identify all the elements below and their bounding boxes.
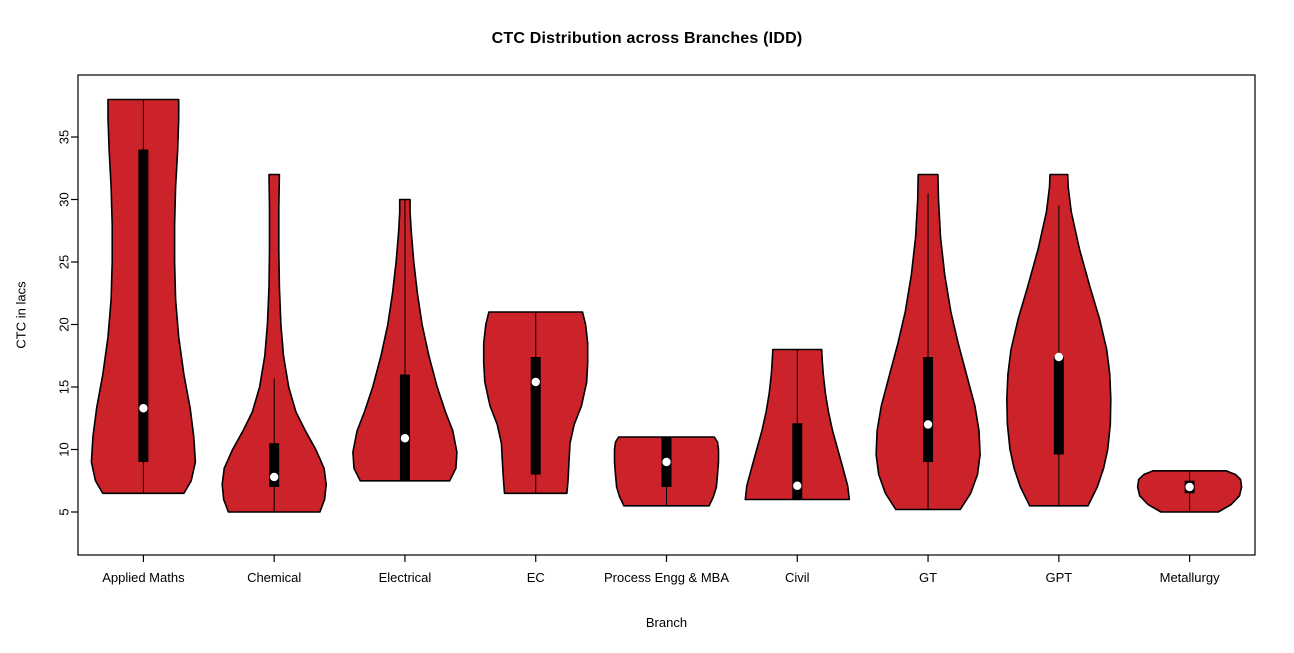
plot-frame: [71, 74, 1256, 562]
x-axis-category-label: Process Engg & MBA: [604, 570, 729, 585]
median-marker: [531, 377, 540, 387]
median-marker: [269, 472, 279, 482]
violin-applied-maths[interactable]: [90, 98, 197, 495]
x-axis-category-label: Applied Maths: [102, 570, 185, 585]
y-axis-title: CTC in lacs: [13, 281, 28, 349]
iqr-box: [530, 357, 541, 475]
x-axis-category-label: Civil: [785, 570, 810, 585]
iqr-box: [1053, 357, 1064, 455]
violin-ec[interactable]: [482, 311, 589, 495]
x-axis-category-label: EC: [527, 570, 545, 585]
violin-chemical[interactable]: [221, 173, 328, 513]
median-marker: [923, 420, 933, 429]
x-axis-title: Branch: [646, 615, 687, 630]
violin-gt[interactable]: [875, 173, 981, 511]
x-axis-category-label: Chemical: [247, 570, 301, 585]
median-marker: [1054, 352, 1064, 362]
violin-metallurgy[interactable]: [1136, 469, 1243, 513]
y-axis-tick-label: 25: [56, 255, 71, 269]
violins-layer: [90, 98, 1243, 513]
iqr-box: [792, 423, 803, 500]
median-marker: [1185, 482, 1194, 492]
violin-civil[interactable]: [744, 348, 851, 501]
y-axis-tick-label: 35: [56, 130, 71, 144]
y-axis-tick-label: 20: [56, 317, 71, 331]
y-axis-tick-label: 30: [56, 192, 71, 206]
y-axis-tick-label: 5: [56, 508, 71, 515]
y-axis-tick-label: 15: [56, 380, 71, 394]
x-axis-category-label: Metallurgy: [1160, 570, 1220, 585]
median-marker: [139, 404, 148, 413]
median-marker: [793, 481, 802, 490]
violin-electrical[interactable]: [352, 198, 458, 482]
median-marker: [662, 457, 671, 467]
x-axis-category-label: GPT: [1045, 570, 1072, 585]
violin-process-engg-mba[interactable]: [613, 436, 720, 507]
y-axis-tick-label: 10: [56, 442, 71, 456]
x-axis-category-label: Electrical: [379, 570, 432, 585]
median-marker: [400, 434, 410, 443]
violin-shape: [221, 173, 328, 513]
iqr-box: [923, 357, 934, 462]
iqr-box: [138, 149, 149, 462]
x-axis-category-label: GT: [919, 570, 937, 585]
iqr-box: [399, 374, 410, 481]
iqr-box: [269, 443, 280, 487]
violin-gpt[interactable]: [1005, 173, 1112, 507]
page-title: CTC Distribution across Branches (IDD): [491, 30, 803, 47]
labels-layer: 5 10 15 20 25 30 35 CTC in lacs Branch Applied Ma…: [13, 130, 1220, 630]
